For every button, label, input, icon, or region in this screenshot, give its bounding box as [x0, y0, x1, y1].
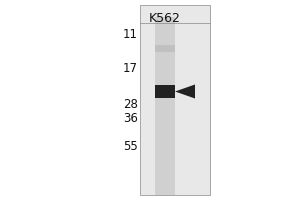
Text: K562: K562	[149, 12, 181, 25]
Bar	[140, 5, 210, 195]
Polygon shape	[175, 84, 195, 98]
Bar	[155, 85, 175, 98]
Bar	[155, 45, 175, 52]
Bar	[155, 17, 175, 195]
Text: 55: 55	[123, 140, 138, 154]
Text: 36: 36	[123, 112, 138, 126]
Text: 17: 17	[123, 62, 138, 75]
Text: 11: 11	[123, 28, 138, 42]
Text: 28: 28	[123, 98, 138, 112]
